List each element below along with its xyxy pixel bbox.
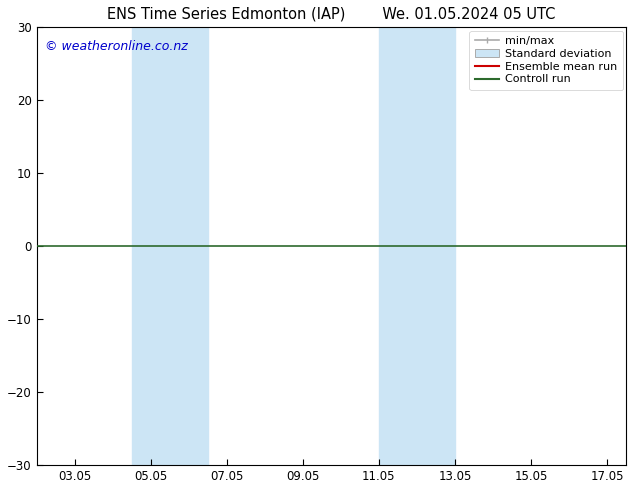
Bar xyxy=(132,27,170,465)
Title: ENS Time Series Edmonton (IAP)        We. 01.05.2024 05 UTC: ENS Time Series Edmonton (IAP) We. 01.05… xyxy=(107,7,555,22)
Bar xyxy=(170,27,208,465)
Bar xyxy=(417,27,455,465)
Text: © weatheronline.co.nz: © weatheronline.co.nz xyxy=(46,40,188,53)
Bar xyxy=(379,27,417,465)
Legend: min/max, Standard deviation, Ensemble mean run, Controll run: min/max, Standard deviation, Ensemble me… xyxy=(469,30,623,90)
